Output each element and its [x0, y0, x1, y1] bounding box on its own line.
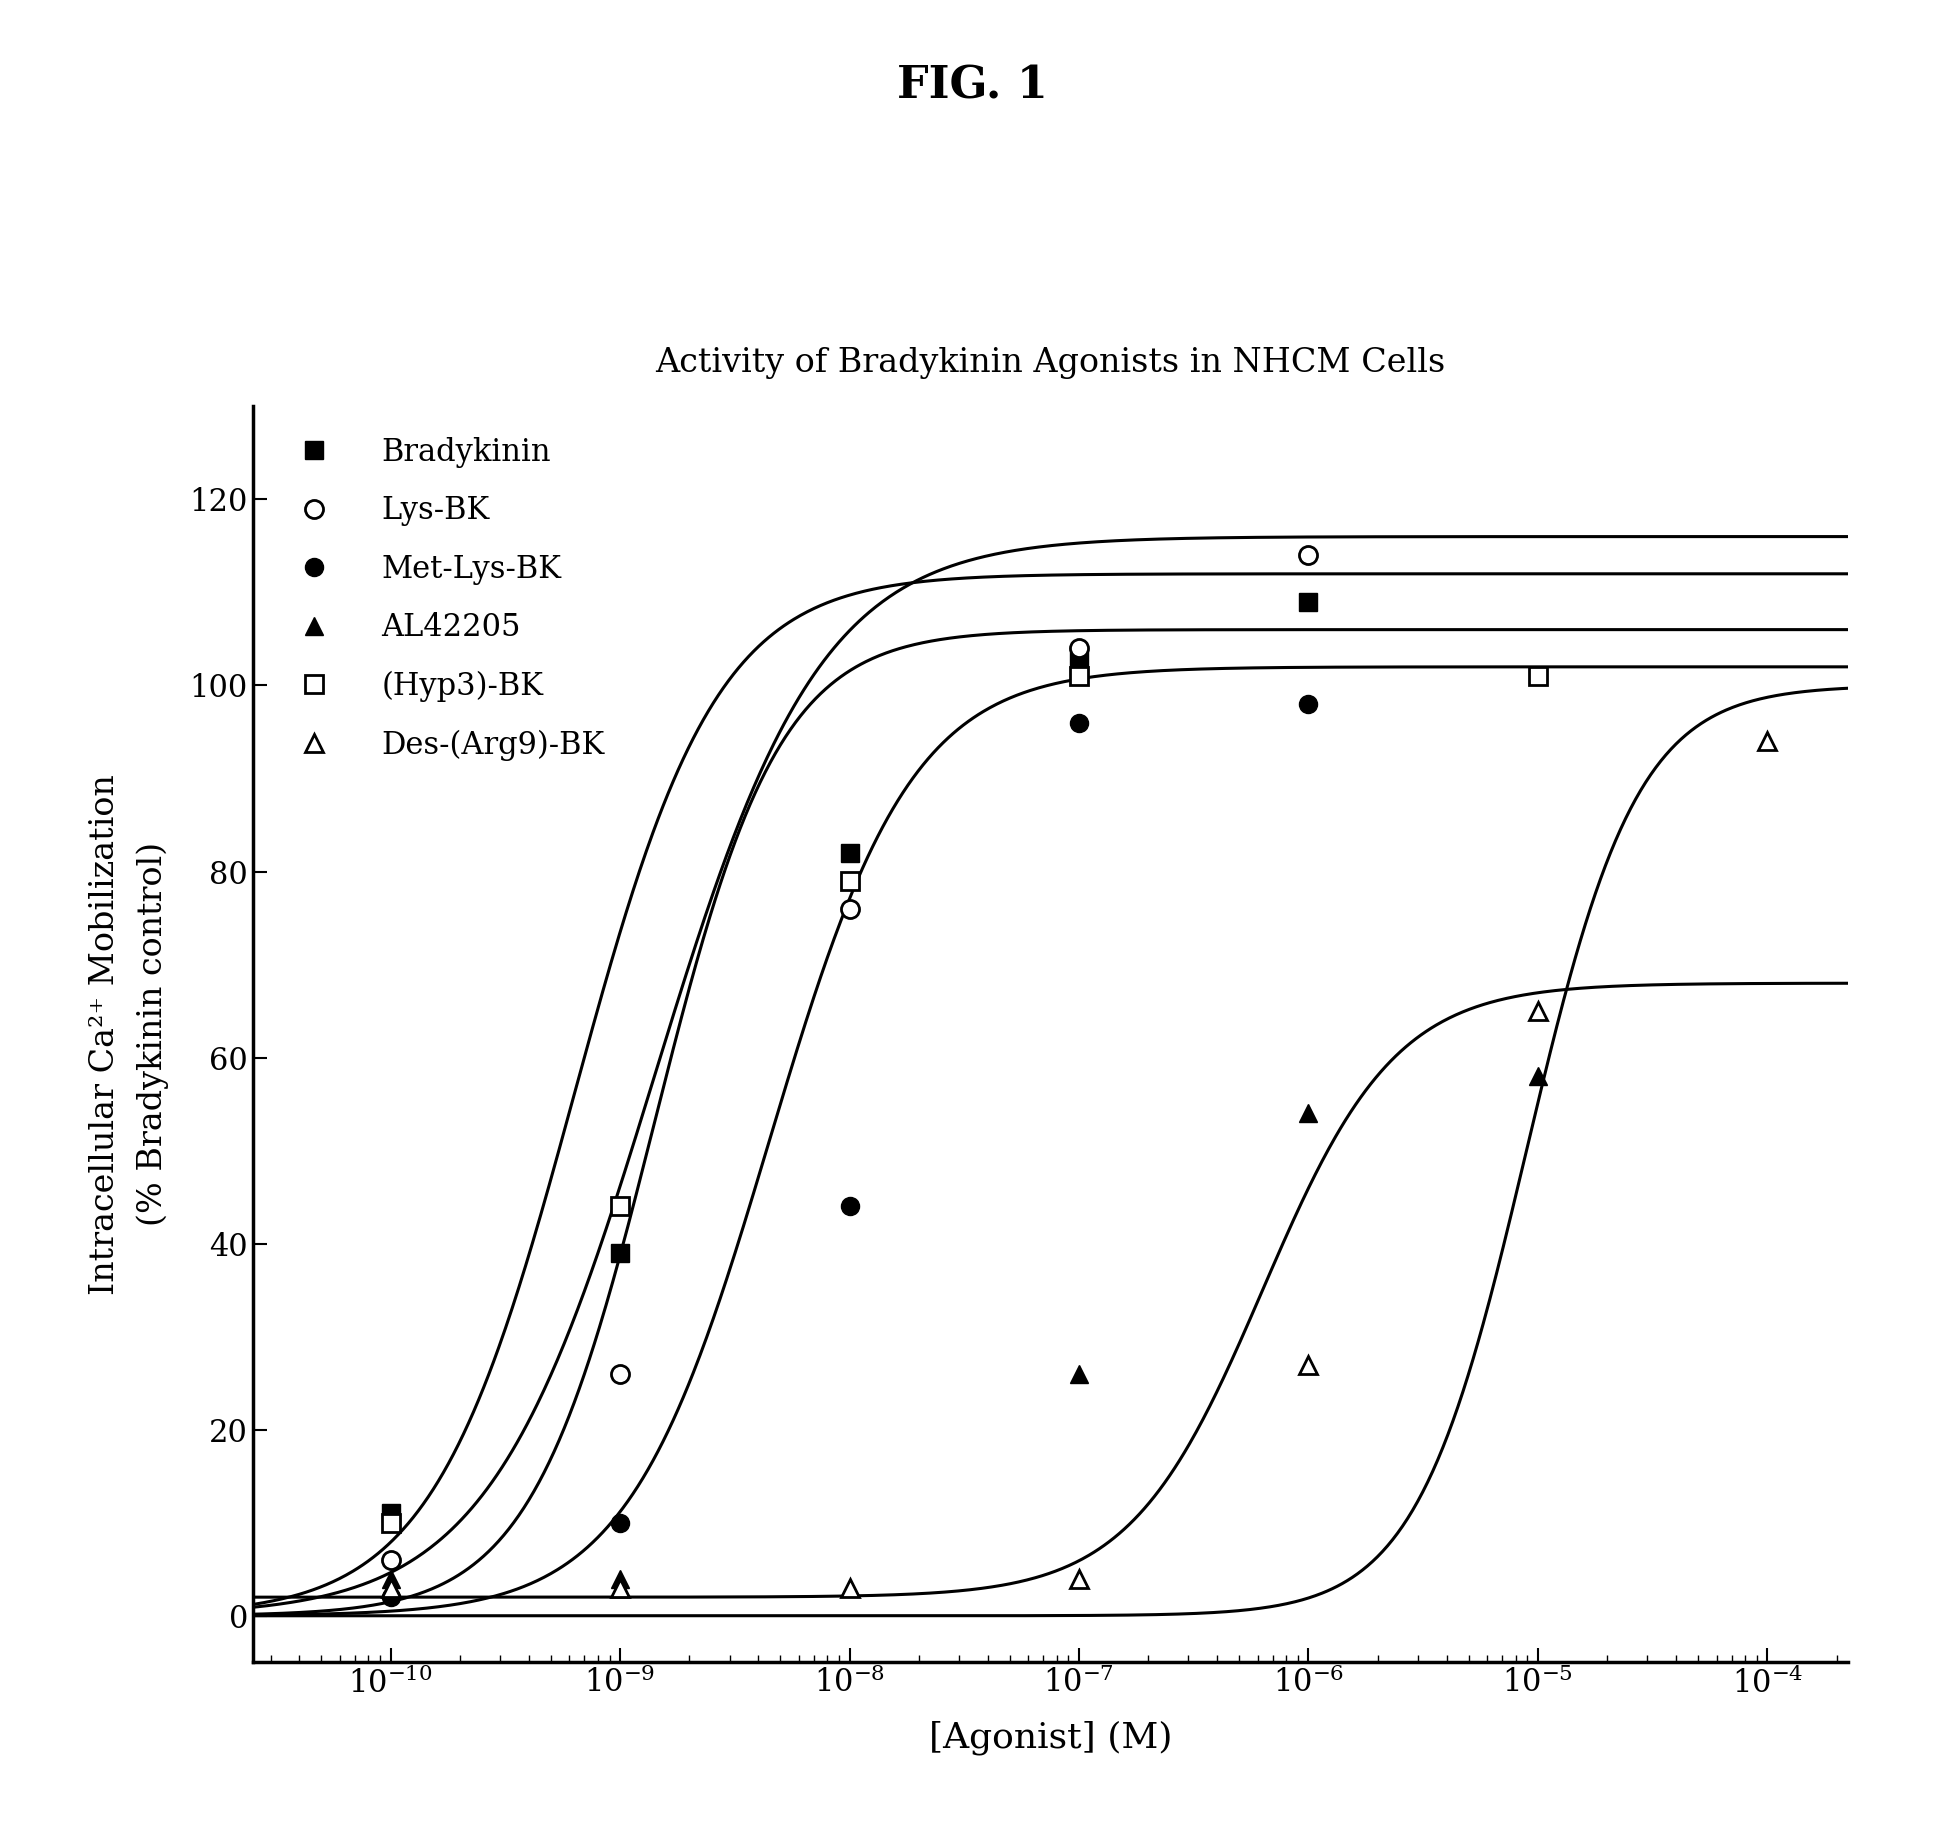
Title: Activity of Bradykinin Agonists in NHCM Cells: Activity of Bradykinin Agonists in NHCM …	[655, 347, 1445, 379]
X-axis label: [Agonist] (M): [Agonist] (M)	[928, 1721, 1173, 1755]
Text: FIG. 1: FIG. 1	[897, 65, 1048, 107]
Y-axis label: Intracellular Ca²⁺ Mobilization
(% Bradykinin control): Intracellular Ca²⁺ Mobilization (% Brady…	[89, 774, 169, 1295]
Legend: Bradykinin, Lys-BK, Met-Lys-BK, AL42205, (Hyp3)-BK, Des-(Arg9)-BK: Bradykinin, Lys-BK, Met-Lys-BK, AL42205,…	[268, 421, 620, 776]
